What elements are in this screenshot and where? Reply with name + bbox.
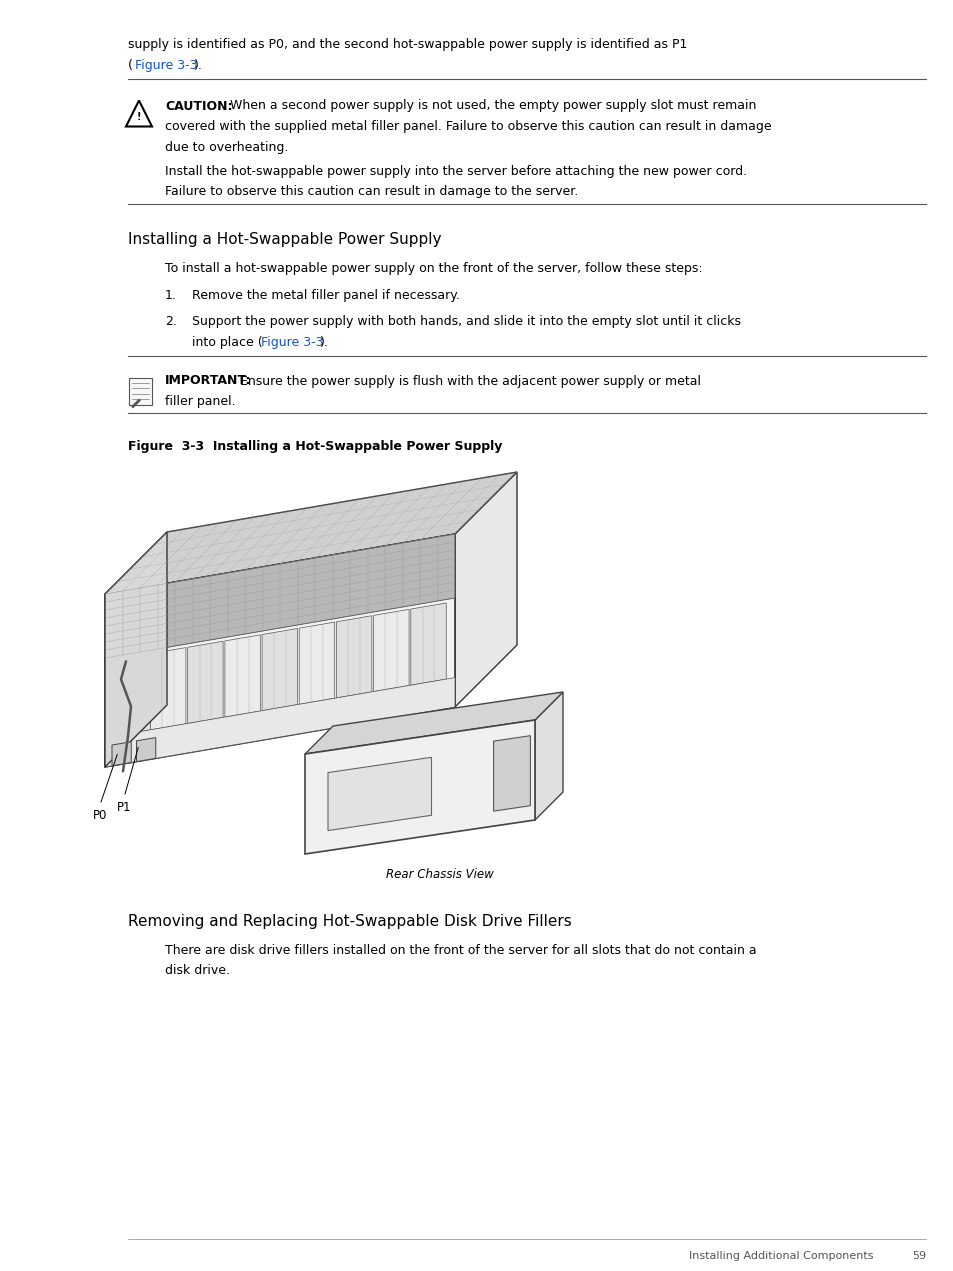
Text: into place (: into place ( xyxy=(192,336,262,348)
Text: filler panel.: filler panel. xyxy=(165,395,235,408)
Polygon shape xyxy=(328,758,431,831)
Text: P1: P1 xyxy=(117,801,132,813)
Text: Rear Chassis View: Rear Chassis View xyxy=(386,868,494,881)
Text: P0: P0 xyxy=(92,810,108,822)
Polygon shape xyxy=(112,742,132,766)
Text: disk drive.: disk drive. xyxy=(165,963,230,977)
Polygon shape xyxy=(151,648,186,730)
Polygon shape xyxy=(535,691,562,820)
Polygon shape xyxy=(105,653,151,737)
Polygon shape xyxy=(305,691,562,754)
Text: Removing and Replacing Hot-Swappable Disk Drive Fillers: Removing and Replacing Hot-Swappable Dis… xyxy=(128,914,571,929)
Text: Figure 3-3: Figure 3-3 xyxy=(135,60,197,72)
Text: Figure 3-3: Figure 3-3 xyxy=(261,336,323,348)
Polygon shape xyxy=(411,602,446,685)
Polygon shape xyxy=(299,622,335,704)
Text: covered with the supplied metal filler panel. Failure to observe this caution ca: covered with the supplied metal filler p… xyxy=(165,119,771,133)
Text: There are disk drive fillers installed on the front of the server for all slots : There are disk drive fillers installed o… xyxy=(165,943,756,957)
Text: Remove the metal filler panel if necessary.: Remove the metal filler panel if necessa… xyxy=(192,289,459,301)
Text: Figure  3-3  Installing a Hot-Swappable Power Supply: Figure 3-3 Installing a Hot-Swappable Po… xyxy=(128,440,502,452)
Text: Install the hot-swappable power supply into the server before attaching the new : Install the hot-swappable power supply i… xyxy=(165,165,746,178)
Text: due to overheating.: due to overheating. xyxy=(165,141,288,154)
Polygon shape xyxy=(455,472,517,707)
Polygon shape xyxy=(136,737,155,761)
Text: Installing Additional Components: Installing Additional Components xyxy=(689,1251,873,1261)
Polygon shape xyxy=(493,736,530,811)
Text: Failure to observe this caution can result in damage to the server.: Failure to observe this caution can resu… xyxy=(165,186,578,198)
Polygon shape xyxy=(305,719,535,854)
Text: Support the power supply with both hands, and slide it into the empty slot until: Support the power supply with both hands… xyxy=(192,315,740,328)
Text: 2.: 2. xyxy=(165,315,176,328)
Polygon shape xyxy=(188,642,223,723)
Text: (: ( xyxy=(128,60,132,72)
Polygon shape xyxy=(262,628,297,710)
Polygon shape xyxy=(105,533,167,766)
Polygon shape xyxy=(105,472,517,594)
Text: ).: ). xyxy=(193,60,202,72)
Text: When a second power supply is not used, the empty power supply slot must remain: When a second power supply is not used, … xyxy=(230,99,755,113)
Polygon shape xyxy=(225,634,260,717)
Text: !: ! xyxy=(136,112,141,122)
Text: To install a hot-swappable power supply on the front of the server, follow these: To install a hot-swappable power supply … xyxy=(165,262,702,275)
Polygon shape xyxy=(336,615,372,698)
Polygon shape xyxy=(105,534,455,658)
Text: Installing a Hot-Swappable Power Supply: Installing a Hot-Swappable Power Supply xyxy=(128,233,441,247)
Polygon shape xyxy=(105,677,455,766)
Text: IMPORTANT:: IMPORTANT: xyxy=(165,375,251,388)
Text: 1.: 1. xyxy=(165,289,176,301)
Text: CAUTION:: CAUTION: xyxy=(165,99,233,113)
Text: ).: ). xyxy=(319,336,328,348)
FancyBboxPatch shape xyxy=(129,377,152,405)
Text: Ensure the power supply is flush with the adjacent power supply or metal: Ensure the power supply is flush with th… xyxy=(240,375,700,388)
Polygon shape xyxy=(105,534,455,766)
Text: supply is identified as P0, and the second hot-swappable power supply is identif: supply is identified as P0, and the seco… xyxy=(128,38,687,51)
Polygon shape xyxy=(374,609,409,691)
Text: 59: 59 xyxy=(911,1251,925,1261)
